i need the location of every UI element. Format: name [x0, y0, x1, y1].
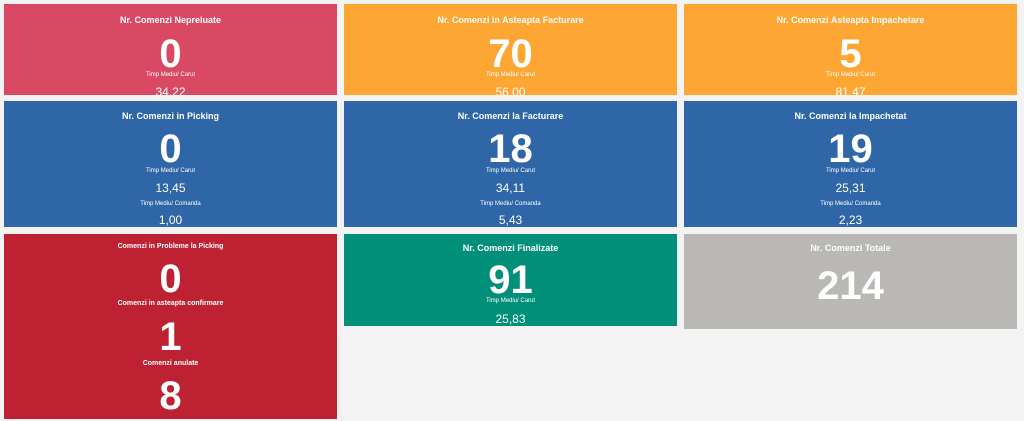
- tile-count: 91: [488, 258, 533, 302]
- tile-title: Nr. Comenzi la Impachetat: [794, 111, 907, 121]
- avg-label: Timp Mediu/ Carut: [825, 168, 876, 174]
- avg-value: 13,45: [155, 181, 186, 195]
- tile-nepreluate: Nr. Comenzi Nepreluate 0 Timp Mediu/ Car…: [4, 4, 337, 99]
- tile-probleme: Comenzi in Probleme la Picking 0 Comenzi…: [4, 234, 337, 419]
- avg-value: 56,00: [495, 85, 526, 99]
- tile-finalizate: Nr. Comenzi Finalizate 91 Timp Mediu/ Ca…: [344, 234, 677, 326]
- avg2-value: 2,23: [838, 213, 863, 227]
- tile-picking: Nr. Comenzi in Picking 0 Timp Mediu/ Car…: [4, 101, 337, 227]
- avg-value: 25,31: [835, 181, 866, 195]
- tile-asteapta-impachetare: Nr. Comenzi Asteapta Impachetare 5 Timp …: [684, 4, 1017, 99]
- avg-value: 25,83: [495, 312, 526, 326]
- anulate-title: Comenzi anulate: [142, 360, 199, 367]
- anulate-count: 8: [159, 374, 182, 418]
- avg-label: Timp Mediu/ Carut: [145, 72, 196, 78]
- tile-title: Nr. Comenzi in Picking: [121, 111, 220, 121]
- tile-title: Nr. Comenzi Asteapta Impachetare: [776, 15, 925, 25]
- avg-label: Timp Mediu/ Carut: [485, 168, 536, 174]
- tile-count: 5: [839, 32, 862, 76]
- avg2-label: Timp Mediu/ Comanda: [480, 201, 541, 207]
- tile-title: Nr. Comenzi Finalizate: [462, 243, 559, 253]
- tile-title: Nr. Comenzi in Asteapta Facturare: [437, 15, 584, 25]
- tile-title: Nr. Comenzi Nepreluate: [119, 15, 222, 25]
- tile-la-facturare: Nr. Comenzi la Facturare 18 Timp Mediu/ …: [344, 101, 677, 227]
- avg2-label: Timp Mediu/ Comanda: [140, 201, 201, 207]
- avg-label: Timp Mediu/ Carut: [485, 72, 536, 78]
- confirmare-count: 1: [159, 315, 182, 359]
- avg2-value: 5,43: [498, 213, 523, 227]
- avg2-value: 1,00: [158, 213, 183, 227]
- avg-label: Timp Mediu/ Carut: [145, 168, 196, 174]
- avg-label: Timp Mediu/ Carut: [485, 298, 536, 304]
- tile-count: 0: [159, 32, 182, 76]
- tile-count: 0: [159, 127, 182, 171]
- tile-count: 214: [817, 264, 884, 308]
- tile-la-impachetat: Nr. Comenzi la Impachetat 19 Timp Mediu/…: [684, 101, 1017, 227]
- tile-title: Nr. Comenzi Totale: [810, 243, 891, 253]
- avg-label: Timp Mediu/ Carut: [825, 72, 876, 78]
- tile-count: 18: [488, 127, 533, 171]
- confirmare-title: Comenzi in asteapta confirmare: [117, 300, 224, 307]
- probleme-count: 0: [159, 257, 182, 301]
- avg-value: 81,47: [835, 85, 866, 99]
- avg2-label: Timp Mediu/ Comanda: [820, 201, 881, 207]
- avg-value: 34,11: [495, 181, 526, 195]
- tile-count: 70: [488, 32, 533, 76]
- tile-count: 19: [828, 127, 873, 171]
- avg-value: 34,22: [155, 85, 186, 99]
- tile-asteapta-facturare: Nr. Comenzi in Asteapta Facturare 70 Tim…: [344, 4, 677, 99]
- tile-title: Nr. Comenzi la Facturare: [457, 111, 564, 121]
- probleme-title: Comenzi in Probleme la Picking: [117, 243, 224, 250]
- tile-totale: Nr. Comenzi Totale 214: [684, 234, 1017, 329]
